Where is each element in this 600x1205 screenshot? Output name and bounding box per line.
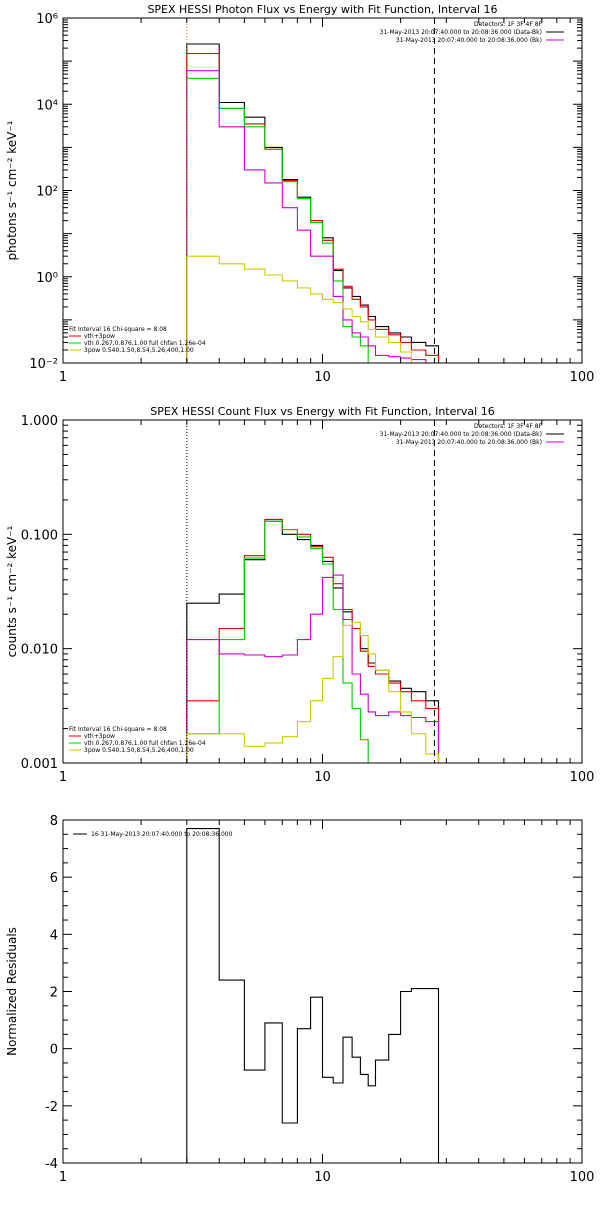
x-tick-label: 1 — [59, 370, 67, 385]
y-axis-label: photons s⁻¹ cm⁻² keV⁻¹ — [5, 120, 19, 260]
y-axis-label: counts s⁻¹ cm⁻² keV⁻¹ — [5, 525, 19, 657]
y-tick-label: 10² — [36, 185, 58, 200]
x-tick-label: 1 — [59, 1170, 67, 1185]
x-tick-label: 10 — [314, 1170, 331, 1185]
legend-header: Detectors: 1F 3F 4F 8F — [474, 21, 543, 28]
x-tick-label: 100 — [570, 770, 595, 785]
legend-entry-label: 16 31-May-2013 20:07:40.000 to 20:08:36.… — [91, 831, 233, 838]
series-line-0 — [186, 520, 440, 763]
legend-header: Detectors: 1F 3F 4F 8F — [474, 423, 543, 430]
legend-entry-label: 31-May-2013 20:07:40.000 to 20:08:36.000… — [396, 439, 542, 446]
series-line-1 — [186, 52, 440, 363]
y-tick-label: 0.100 — [21, 528, 58, 543]
y-tick-label: -2 — [45, 1100, 58, 1115]
y-tick-label: 6 — [50, 871, 58, 886]
plot-frame — [62, 17, 583, 364]
y-tick-label: 2 — [50, 986, 58, 1001]
legend-entry-label: vth+3pow — [84, 733, 115, 740]
series-line-2 — [186, 77, 439, 363]
x-tick-label: 10 — [314, 770, 331, 785]
series-line-2 — [186, 520, 439, 763]
series-group — [186, 43, 440, 363]
legend-entry-label: vth+3pow — [84, 333, 115, 340]
series-line-0 — [186, 828, 440, 1163]
legend-header: Fit Interval 16 Chi-square = 8.08 — [69, 326, 167, 333]
series-line-3 — [186, 70, 439, 363]
y-tick-label: 10⁰ — [36, 271, 58, 286]
series-line-4 — [186, 255, 439, 363]
series-line-0 — [186, 43, 440, 363]
series-line-1 — [186, 518, 440, 763]
x-tick-label: 100 — [570, 1170, 595, 1185]
y-axis-label: Normalized Residuals — [5, 927, 19, 1056]
plot-frame — [62, 819, 583, 1164]
legend-entry-label: 3pow 0.540,1.50,8.54,5.26,400,1.00 — [84, 347, 194, 354]
y-tick-label: 0.010 — [21, 643, 58, 658]
legend-entry-label: 3pow 0.540,1.50,8.54,5.26,400,1.00 — [84, 747, 194, 754]
series-line-3 — [186, 574, 440, 763]
x-tick-label: 1 — [59, 770, 67, 785]
y-tick-label: 10⁶ — [36, 12, 58, 27]
y-tick-label: 1.000 — [21, 414, 58, 429]
x-tick-label: 100 — [570, 370, 595, 385]
legend-entry-label: vth 0.267,0.876,1.00 full chfan 1.26e-04 — [84, 340, 206, 347]
y-tick-label: 0 — [50, 1043, 58, 1058]
series-group — [186, 518, 440, 763]
x-tick-label: 10 — [314, 370, 331, 385]
legend-entry-label: vth 0.267,0.876,1.00 full chfan 1.26e-04 — [84, 740, 206, 747]
legend-entry-label: 31-May-2013 20:07:40.000 to 20:08:36.000… — [380, 431, 542, 438]
y-tick-label: 0.001 — [21, 757, 58, 772]
legend-header: Fit Interval 16 Chi-square = 8.08 — [69, 726, 167, 733]
y-tick-label: -4 — [45, 1157, 58, 1172]
y-tick-label: 8 — [50, 814, 58, 829]
legend-entry-label: 31-May-2013 20:07:40.000 to 20:08:36.000… — [380, 29, 542, 36]
series-line-4 — [186, 621, 440, 763]
series-group — [186, 828, 440, 1163]
y-tick-label: 10⁴ — [36, 98, 58, 113]
y-tick-label: 4 — [50, 928, 58, 943]
chart-title: SPEX HESSI Photon Flux vs Energy with Fi… — [147, 3, 497, 16]
y-tick-label: 10⁻² — [29, 357, 58, 372]
chart-title: SPEX HESSI Count Flux vs Energy with Fit… — [150, 405, 494, 418]
legend-entry-label: 31-May-2013 20:07:40.000 to 20:08:36.000… — [396, 37, 542, 44]
